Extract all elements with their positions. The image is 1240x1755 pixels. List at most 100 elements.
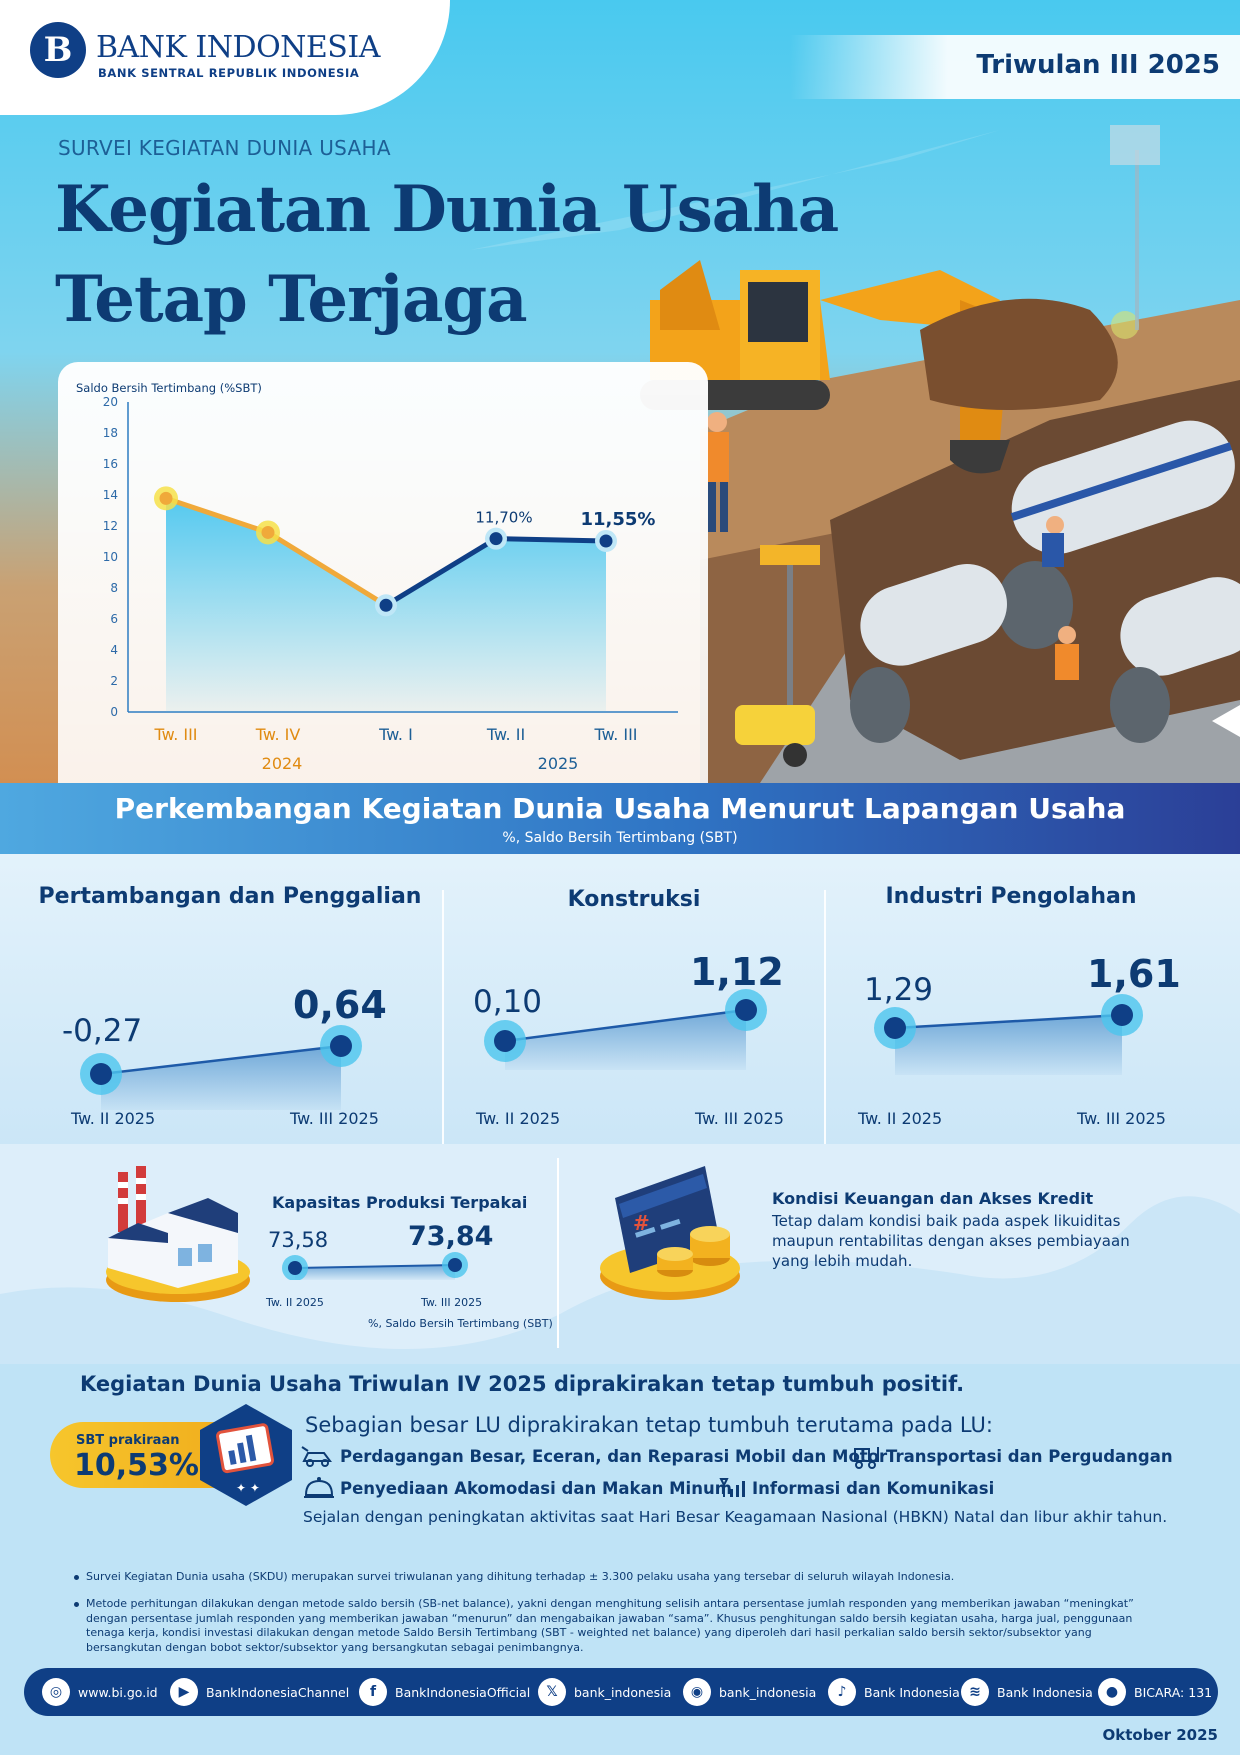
sector-prev-value: 0,10 [473, 984, 543, 1020]
x-icon: 𝕏 [538, 1678, 566, 1706]
data-label-group: 11,70% 11,55% [475, 509, 655, 530]
period-plate [790, 35, 1240, 99]
sector-sparkline-industri [874, 994, 1143, 1075]
podcast-icon: ● [1098, 1678, 1126, 1706]
y-tick-label: 16 [103, 457, 118, 471]
data-point [489, 532, 503, 546]
data-label: 11,70% [475, 509, 532, 527]
sector-curr-value: 1,61 [1087, 952, 1181, 996]
lu-item: Penyediaan Akomodasi dan Makan Minum [302, 1475, 732, 1501]
chart-area-fill [166, 498, 606, 712]
lu-item: Informasi dan Komunikasi [718, 1475, 994, 1501]
social-link-text: Bank Indonesia [997, 1684, 1093, 1700]
section-band [0, 783, 1240, 854]
bank-indonesia-logo-icon: B [30, 22, 86, 78]
y-axis-label: Saldo Bersih Tertimbang (%SBT) [76, 381, 262, 395]
y-tick-label: 18 [103, 426, 118, 440]
x-tick-label: Tw. III [593, 725, 637, 744]
y-tick-label: 14 [103, 488, 118, 502]
social-link-spotify[interactable]: ≋ Bank Indonesia [961, 1676, 1093, 1708]
capacity-prev-value: 73,58 [268, 1228, 329, 1252]
social-media-bar [24, 1668, 1218, 1716]
sparkline-area [895, 1015, 1122, 1075]
y-tick-label: 10 [103, 550, 118, 564]
x-tick-label: Tw. II [486, 725, 525, 744]
lower-background-wave [0, 1144, 1240, 1349]
card-chip-glyph: # [633, 1211, 650, 1235]
growth-chart-badge-icon: ✦ ✦ [200, 1404, 292, 1506]
y-tick-label: 4 [110, 643, 118, 657]
social-link-text: BankIndonesiaChannel [206, 1684, 350, 1700]
sector-divider [824, 890, 826, 1144]
social-link-facebook[interactable]: f BankIndonesiaOfficial [359, 1676, 530, 1708]
sbt-line-chart: Saldo Bersih Tertimbang (%SBT) 0 2 4 6 8 10 12… [76, 381, 678, 773]
sector-sparkline-pertambangan [80, 1025, 362, 1110]
data-point [448, 1258, 462, 1272]
social-link-text: bank_indonesia [719, 1684, 817, 1700]
x-tick-label: Tw. IV [255, 725, 301, 744]
y-tick-label: 12 [103, 519, 118, 533]
sparkline-line [894, 1013, 1123, 1030]
social-link-tiktok[interactable]: ♪ Bank Indonesia [828, 1676, 960, 1708]
sparkline-area [101, 1046, 341, 1110]
lu-label: Perdagangan Besar, Eceran, dan Reparasi … [340, 1446, 888, 1466]
sparkle-glyph: ✦ ✦ [236, 1481, 260, 1495]
sector-prev-value: 1,29 [864, 972, 934, 1008]
finance-text: Tetap dalam kondisi baik pada aspek liku… [772, 1212, 1130, 1270]
sector-curr-label: Tw. III 2025 [695, 1109, 784, 1128]
headline-line-2: Tetap Terjaga [55, 262, 528, 337]
outlook-note: Sejalan dengan peningkatan aktivitas saa… [303, 1508, 1168, 1526]
data-point [599, 534, 613, 548]
social-link-text: www.bi.go.id [78, 1684, 158, 1700]
sector-curr-label: Tw. III 2025 [1077, 1109, 1166, 1128]
social-link-website[interactable]: ◎ www.bi.go.id [42, 1676, 158, 1708]
capacity-curr-label: Tw. III 2025 [421, 1296, 483, 1309]
social-link-podcast[interactable]: ● BICARA: 131 [1098, 1676, 1212, 1708]
survey-kicker: SURVEI KEGIATAN DUNIA USAHA [58, 136, 391, 160]
footnote-1: Survei Kegiatan Dunia usaha (SKDU) merup… [86, 1570, 955, 1583]
capacity-curr-value: 73,84 [408, 1221, 494, 1252]
footnote-bullet [74, 1602, 79, 1607]
data-point [288, 1261, 302, 1275]
car-repair-icon [301, 1446, 332, 1467]
period-label: Triwulan III 2025 [976, 50, 1220, 80]
sector-divider [442, 890, 444, 1144]
y-tick-label: 2 [110, 674, 118, 688]
data-point [494, 1030, 516, 1052]
outlook-intro: Sebagian besar LU diprakirakan tetap tum… [305, 1413, 993, 1437]
outlook-title: Kegiatan Dunia Usaha Triwulan IV 2025 di… [80, 1372, 965, 1396]
headline-line-1: Kegiatan Dunia Usaha [55, 172, 839, 247]
spotify-icon: ≋ [961, 1678, 989, 1706]
section-subtitle: %, Saldo Bersih Tertimbang (SBT) [502, 830, 738, 846]
section-title: Perkembangan Kegiatan Dunia Usaha Menuru… [114, 792, 1126, 825]
data-point [379, 598, 393, 612]
logo-subtitle: BANK SENTRAL REPUBLIK INDONESIA [98, 66, 360, 80]
capacity-prev-label: Tw. II 2025 [266, 1296, 324, 1309]
y-tick-label: 20 [103, 395, 118, 409]
footnote-2: Metode perhitungan dilakukan dengan meto… [86, 1597, 1134, 1654]
data-point [735, 999, 757, 1021]
footnote-bullet [74, 1575, 79, 1580]
forklift-icon [854, 1447, 879, 1469]
capacity-sparkline [282, 1252, 468, 1280]
sector-title-konstruksi: Konstruksi [567, 887, 701, 912]
sector-prev-label: Tw. II 2025 [476, 1109, 561, 1128]
data-point-group [154, 486, 617, 617]
social-link-instagram[interactable]: ◉ bank_indonesia [683, 1676, 816, 1708]
y-tick-label: 8 [110, 581, 118, 595]
youtube-icon: ▶ [170, 1678, 198, 1706]
sector-sparkline-konstruksi [484, 989, 767, 1070]
facebook-icon: f [359, 1678, 387, 1706]
capacity-unit: %, Saldo Bersih Tertimbang (SBT) [368, 1317, 553, 1330]
finance-title: Kondisi Keuangan dan Akses Kredit [772, 1189, 1094, 1208]
lu-label: Penyediaan Akomodasi dan Makan Minum [340, 1478, 732, 1498]
data-point [884, 1017, 906, 1039]
lower-divider [557, 1158, 559, 1348]
social-link-youtube[interactable]: ▶ BankIndonesiaChannel [170, 1676, 349, 1708]
data-point [330, 1035, 352, 1057]
sparkline-area [505, 1010, 746, 1070]
y-tick-group: 0 2 4 6 8 10 12 14 16 18 20 [103, 395, 118, 719]
globe-icon: ◎ [42, 1678, 70, 1706]
factory-icon [106, 1166, 250, 1302]
